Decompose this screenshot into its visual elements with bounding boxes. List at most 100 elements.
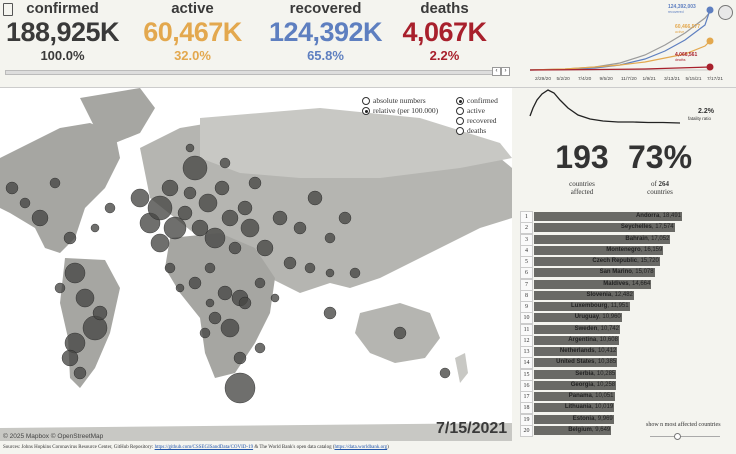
case-bubble[interactable] (82, 315, 108, 341)
case-bubble[interactable] (220, 318, 240, 338)
case-bubble[interactable] (130, 188, 150, 208)
case-bubble[interactable] (161, 179, 179, 197)
case-bubble[interactable] (323, 306, 337, 320)
sources-link-worldbank[interactable]: https://data.worldbank.org (334, 445, 388, 450)
case-bubble[interactable] (283, 256, 297, 270)
ranking-row[interactable]: 20 Belgium, 9,649 (520, 424, 730, 437)
case-bubble[interactable] (5, 181, 19, 195)
case-bubble[interactable] (177, 205, 193, 221)
case-bubble[interactable] (63, 231, 77, 245)
case-bubble[interactable] (254, 342, 266, 354)
case-bubble[interactable] (64, 332, 86, 354)
case-bubble[interactable] (183, 186, 197, 200)
case-bubble[interactable] (224, 372, 256, 404)
case-bubble[interactable] (349, 267, 361, 279)
case-bubble[interactable] (439, 367, 451, 379)
ranking-row[interactable]: 7 Maldives, 14,664 (520, 278, 730, 291)
case-bubble[interactable] (188, 276, 202, 290)
case-bubble[interactable] (163, 216, 187, 240)
case-bubble[interactable] (256, 239, 274, 257)
case-bubble[interactable] (214, 180, 230, 196)
case-bubble[interactable] (75, 288, 95, 308)
ranking-row[interactable]: 4 Montenegro, 16,159 (520, 244, 730, 257)
metric-option-deaths[interactable]: deaths (456, 126, 498, 136)
case-bubble[interactable] (238, 296, 252, 310)
metric-option-confirmed[interactable]: confirmed (456, 96, 498, 106)
world-map[interactable] (0, 88, 512, 441)
ranking-row[interactable]: 16 Georgia, 10,258 (520, 379, 730, 392)
case-bubble[interactable] (307, 190, 323, 206)
case-bubble[interactable] (205, 298, 215, 308)
case-bubble[interactable] (164, 262, 176, 274)
case-bubble[interactable] (221, 209, 239, 227)
mode-option-absolute[interactable]: absolute numbers (362, 96, 438, 106)
timeline-slider[interactable] (5, 70, 503, 75)
radio-active[interactable] (456, 107, 464, 116)
case-bubble[interactable] (150, 233, 170, 253)
radio-confirmed[interactable] (456, 97, 464, 106)
case-bubble[interactable] (147, 195, 173, 221)
document-icon[interactable] (3, 3, 13, 16)
radio-relative[interactable] (362, 107, 370, 116)
case-bubble[interactable] (185, 143, 195, 153)
show-more-slider-handle[interactable] (674, 433, 681, 440)
slider-prev-button[interactable]: ‹ (492, 67, 501, 76)
case-bubble[interactable] (31, 209, 49, 227)
ranking-row[interactable]: 9 Luxembourg, 11,951 (520, 301, 730, 313)
case-bubble[interactable] (324, 232, 336, 244)
case-bubble[interactable] (90, 223, 100, 233)
ranking-row[interactable]: 6 San Marino, 15,078 (520, 267, 730, 280)
case-bubble[interactable] (293, 221, 307, 235)
ranking-row[interactable]: 3 Bahrain, 17,052 (520, 233, 730, 246)
ranking-row[interactable]: 2 Seychelles, 17,574 (520, 222, 730, 235)
ranking-row[interactable]: 18 Lithuania, 10,019 (520, 402, 730, 415)
metric-option-recovered[interactable]: recovered (456, 116, 498, 126)
map-canvas[interactable] (0, 88, 512, 441)
ranking-row[interactable]: 14 United States, 10,385 (520, 357, 730, 370)
case-bubble[interactable] (217, 285, 233, 301)
case-bubble[interactable] (182, 155, 208, 181)
case-bubble[interactable] (191, 219, 209, 237)
ranking-row[interactable]: 15 Serbia, 10,285 (520, 368, 730, 381)
case-bubble[interactable] (73, 366, 87, 380)
case-bubble[interactable] (304, 262, 316, 274)
ranking-row[interactable]: 8 Slovenia, 12,482 (520, 289, 730, 302)
radio-absolute[interactable] (362, 97, 370, 106)
case-bubble[interactable] (270, 293, 280, 303)
case-bubble[interactable] (228, 241, 242, 255)
case-bubble[interactable] (198, 193, 218, 213)
case-bubble[interactable] (208, 311, 222, 325)
case-bubble[interactable] (199, 327, 211, 339)
case-bubble[interactable] (325, 268, 335, 278)
case-bubble[interactable] (54, 282, 66, 294)
ranking-row[interactable]: 10 Uruguay, 10,960 (520, 312, 730, 325)
case-bubble[interactable] (61, 349, 79, 367)
case-bubble[interactable] (393, 326, 407, 340)
ranking-row[interactable]: 1 Andorra, 18,491 (520, 211, 730, 223)
mode-option-relative[interactable]: relative (per 100.000) (362, 106, 438, 116)
case-bubble[interactable] (104, 202, 116, 214)
case-bubble[interactable] (175, 283, 185, 293)
case-bubble[interactable] (92, 305, 108, 321)
case-bubble[interactable] (233, 351, 247, 365)
case-bubble[interactable] (248, 176, 262, 190)
metric-option-active[interactable]: active (456, 106, 498, 116)
sources-link-github[interactable]: https://github.com/CSSEGISandData/COVID-… (154, 445, 254, 450)
user-avatar[interactable] (718, 5, 733, 20)
ranking-row[interactable]: 17 Panama, 10,051 (520, 391, 730, 403)
slider-next-button[interactable]: › (501, 67, 510, 76)
ranking-row[interactable]: 5 Czech Republic, 15,720 (520, 256, 730, 268)
radio-deaths[interactable] (456, 127, 464, 136)
case-bubble[interactable] (204, 262, 216, 274)
ranking-row[interactable]: 12 Argentina, 10,608 (520, 334, 730, 347)
ranking-row[interactable]: 13 Netherlands, 10,412 (520, 346, 730, 358)
case-bubble[interactable] (272, 210, 288, 226)
case-bubble[interactable] (49, 177, 61, 189)
case-bubble[interactable] (19, 197, 31, 209)
ranking-row[interactable]: 11 Sweden, 10,742 (520, 323, 730, 336)
case-bubble[interactable] (237, 200, 253, 216)
case-bubble[interactable] (338, 211, 352, 225)
radio-recovered[interactable] (456, 117, 464, 126)
case-bubble[interactable] (204, 227, 226, 249)
case-bubble[interactable] (64, 262, 86, 284)
